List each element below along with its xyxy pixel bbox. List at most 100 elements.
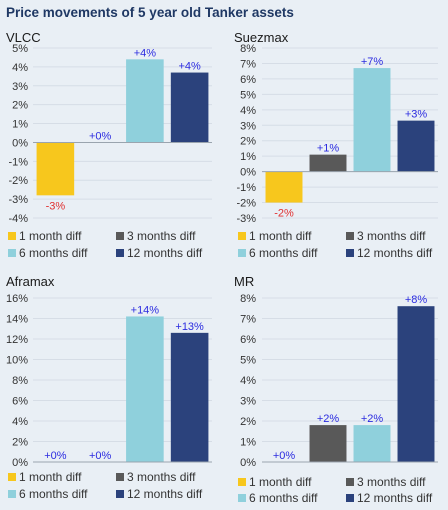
bar-12-months-diff <box>170 332 209 462</box>
y-tick-label: 5% <box>240 89 256 101</box>
legend-label: 6 months diff <box>19 246 88 260</box>
y-tick-label: 4% <box>240 105 256 117</box>
chart-title: VLCC <box>6 30 41 45</box>
y-tick-label: 3% <box>240 120 256 132</box>
legend-label: 1 month diff <box>249 229 312 243</box>
data-label: +0% <box>89 130 112 142</box>
y-tick-label: 0% <box>240 457 256 469</box>
page-title: Price movements of 5 year old Tanker ass… <box>6 5 294 20</box>
data-label: +4% <box>134 47 157 59</box>
bar-3-months-diff <box>309 154 347 172</box>
legend-swatch <box>238 494 246 502</box>
chart-suezmax: Suezmax -3% -2% -1% 0% 1% 2% 3% 4% 5% 6% 7% 8% -2% +1%… <box>234 30 438 260</box>
legend-swatch <box>8 490 16 498</box>
legend-swatch <box>116 232 124 240</box>
data-label: +2% <box>361 413 384 425</box>
legend-label: 3 months diff <box>127 470 196 484</box>
data-label: -2% <box>274 208 294 220</box>
legend-swatch <box>238 249 246 257</box>
y-tick-label: 5% <box>240 355 256 367</box>
y-tick-label: 6% <box>12 396 28 408</box>
y-tick-label: 2% <box>240 136 256 148</box>
y-tick-label: 2% <box>12 100 28 112</box>
legend-swatch <box>238 232 246 240</box>
y-tick-label: 8% <box>240 293 256 305</box>
legend-label: 3 months diff <box>357 475 426 489</box>
chart-aframax: Aframax 0% 2% 4% 6% 8% 10% 12% 14% 16% +0% +0% +14% +… <box>6 274 212 501</box>
legend-swatch <box>238 478 246 486</box>
legend-swatch <box>8 232 16 240</box>
y-tick-label: 1% <box>12 119 28 131</box>
y-tick-label: -4% <box>8 213 28 225</box>
y-tick-label: 6% <box>240 334 256 346</box>
legend-swatch <box>116 473 124 481</box>
chart-title: Suezmax <box>234 30 289 45</box>
y-tick-label: 8% <box>240 43 256 55</box>
legend-swatch <box>346 478 354 486</box>
y-tick-label: 2% <box>240 416 256 428</box>
y-tick-label: -2% <box>8 175 28 187</box>
chart-vlcc: VLCC -4% -3% -2% -1% 0% 1% 2% 3% 4% 5% -3% +0% +4% +4%… <box>6 30 212 260</box>
y-tick-label: 4% <box>12 62 28 74</box>
legend-label: 6 months diff <box>19 487 88 501</box>
bar-12-months-diff <box>397 306 435 462</box>
data-label: +0% <box>89 450 112 462</box>
y-tick-label: 16% <box>6 293 28 305</box>
y-tick-label: -3% <box>236 213 256 225</box>
legend-label: 1 month diff <box>19 229 82 243</box>
legend-label: 6 months diff <box>249 491 318 505</box>
bar-6-months-diff <box>126 316 164 462</box>
legend-swatch <box>116 490 124 498</box>
data-label: +14% <box>131 304 160 316</box>
y-tick-label: 4% <box>12 416 28 428</box>
chart-title: MR <box>234 274 254 289</box>
data-label: +7% <box>361 56 384 68</box>
y-tick-label: -1% <box>8 156 28 168</box>
bar-3-months-diff <box>309 425 347 462</box>
legend-label: 12 months diff <box>127 246 203 260</box>
y-tick-label: 10% <box>6 355 28 367</box>
y-tick-label: 4% <box>240 375 256 387</box>
data-label: +1% <box>317 143 340 155</box>
y-tick-label: 6% <box>240 74 256 86</box>
bar-6-months-diff <box>353 68 391 172</box>
y-tick-label: -3% <box>8 194 28 206</box>
y-tick-label: 3% <box>240 396 256 408</box>
y-tick-label: 5% <box>12 43 28 55</box>
legend-label: 3 months diff <box>357 229 426 243</box>
bar-6-months-diff <box>353 425 391 462</box>
legend-label: 12 months diff <box>357 246 433 260</box>
bar-1-month-diff <box>36 142 75 196</box>
chart-mr: MR 0% 1% 2% 3% 4% 5% 6% 7% 8% +0% +2% +2% +8% 1 month … <box>234 274 438 505</box>
legend-label: 12 months diff <box>127 487 203 501</box>
y-tick-label: 1% <box>240 151 256 163</box>
y-tick-label: 8% <box>12 375 28 387</box>
y-tick-label: 0% <box>240 167 256 179</box>
data-label: +3% <box>405 109 428 121</box>
bar-12-months-diff <box>170 72 209 143</box>
legend-label: 1 month diff <box>19 470 82 484</box>
y-tick-label: -2% <box>236 198 256 210</box>
y-tick-label: -1% <box>236 182 256 194</box>
chart-title: Aframax <box>6 274 55 289</box>
legend-swatch <box>346 249 354 257</box>
data-label: +2% <box>317 413 340 425</box>
bar-1-month-diff <box>265 171 303 203</box>
y-tick-label: 0% <box>12 137 28 149</box>
legend-swatch <box>8 473 16 481</box>
data-label: +0% <box>44 450 67 462</box>
legend-swatch <box>8 249 16 257</box>
bar-12-months-diff <box>397 120 435 172</box>
y-tick-label: 14% <box>6 314 28 326</box>
data-label: -3% <box>46 200 66 212</box>
data-label: +0% <box>273 450 296 462</box>
legend-swatch <box>346 494 354 502</box>
data-label: +4% <box>178 61 201 73</box>
data-label: +8% <box>405 294 428 306</box>
legend-label: 12 months diff <box>357 491 433 505</box>
legend-swatch <box>116 249 124 257</box>
y-tick-label: 3% <box>12 81 28 93</box>
legend-swatch <box>346 232 354 240</box>
data-label: +13% <box>175 321 204 333</box>
